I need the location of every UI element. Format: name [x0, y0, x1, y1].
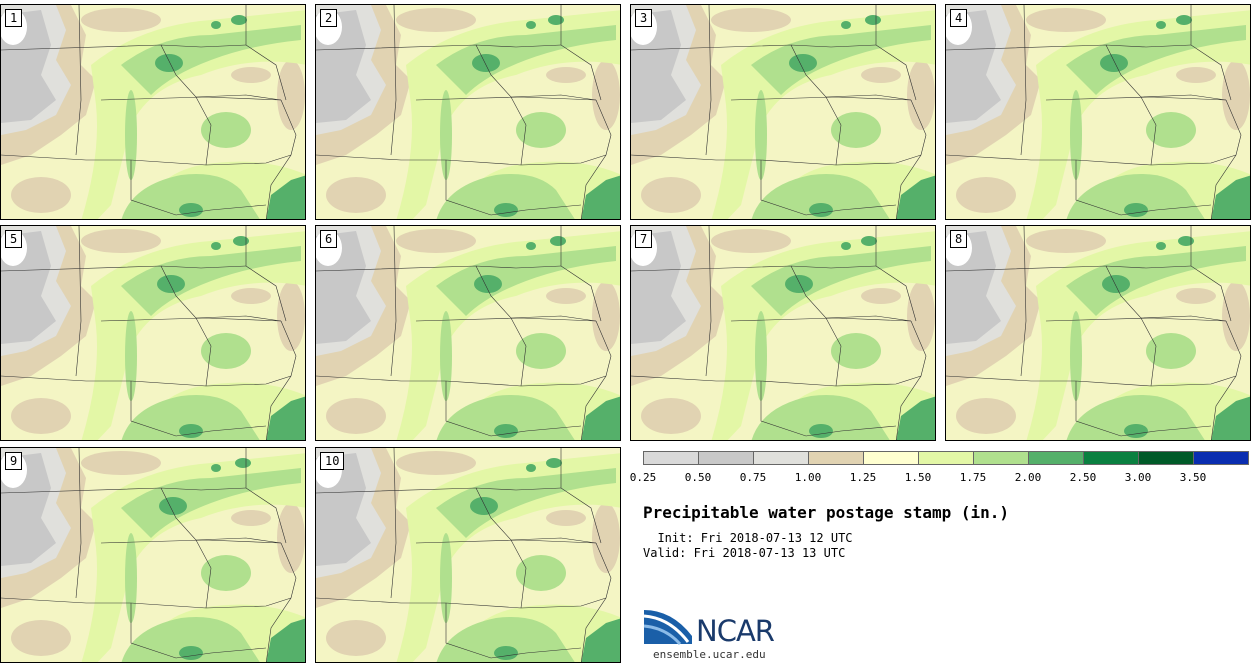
legend-tick-label: 2.00	[1014, 471, 1042, 484]
member-number: 6	[320, 230, 338, 248]
legend-swatch	[753, 451, 809, 465]
member-number: 2	[320, 9, 338, 27]
init-time: Init: Fri 2018-07-13 12 UTC	[643, 531, 853, 545]
map-panel: 5	[0, 225, 306, 441]
precipitable-water-map	[316, 5, 620, 219]
legend-tick-label: 1.25	[849, 471, 877, 484]
legend-tick-label: 0.25	[629, 471, 657, 484]
map-panel: 8	[945, 225, 1251, 441]
map-panel: 10	[315, 447, 621, 663]
precipitable-water-map	[631, 5, 935, 219]
precipitable-water-map	[946, 5, 1250, 219]
legend-tick-label: 3.00	[1124, 471, 1152, 484]
legend-swatch	[808, 451, 864, 465]
legend-swatch	[973, 451, 1029, 465]
legend-swatch	[863, 451, 919, 465]
legend-tick-label: 0.75	[739, 471, 767, 484]
valid-time: Valid: Fri 2018-07-13 13 UTC	[643, 546, 846, 560]
member-number: 8	[950, 230, 968, 248]
legend-swatch	[643, 451, 699, 465]
map-panel: 2	[315, 4, 621, 220]
legend-swatch	[1138, 451, 1194, 465]
ncar-logo-text: NCAR	[696, 614, 775, 648]
legend-tick-label: 1.75	[959, 471, 987, 484]
precipitable-water-map	[1, 5, 305, 219]
member-number: 3	[635, 9, 653, 27]
legend-tick-label: 0.50	[684, 471, 712, 484]
member-number: 7	[635, 230, 653, 248]
map-panel: 4	[945, 4, 1251, 220]
legend-swatch	[918, 451, 974, 465]
precipitable-water-map	[316, 226, 620, 440]
map-panel: 9	[0, 447, 306, 663]
legend-swatch	[1193, 451, 1249, 465]
legend-tick-label: 3.50	[1179, 471, 1207, 484]
legend-swatch	[1083, 451, 1139, 465]
member-number: 1	[5, 9, 23, 27]
legend-swatch	[1028, 451, 1084, 465]
chart-title: Precipitable water postage stamp (in.)	[643, 503, 1010, 522]
color-scale-legend: 0.25 0.50 0.75 1.00 1.25 1.50 1.75 2.00 2.50 3.00…	[630, 451, 1249, 485]
precipitable-water-map	[316, 448, 620, 662]
precipitable-water-map	[1, 226, 305, 440]
member-number: 5	[5, 230, 23, 248]
member-number: 10	[320, 452, 345, 470]
legend-tick-label: 1.00	[794, 471, 822, 484]
map-panel: 6	[315, 225, 621, 441]
map-panel: 3	[630, 4, 936, 220]
map-panel: 1	[0, 4, 306, 220]
legend-tick-label: 1.50	[904, 471, 932, 484]
ncar-logo-icon	[643, 610, 692, 646]
precipitable-water-map	[1, 448, 305, 662]
site-url: ensemble.ucar.edu	[653, 648, 766, 661]
precipitable-water-map	[631, 226, 935, 440]
member-number: 4	[950, 9, 968, 27]
precipitable-water-map	[946, 226, 1250, 440]
legend-swatch	[698, 451, 754, 465]
map-panel: 7	[630, 225, 936, 441]
legend-tick-label: 2.50	[1069, 471, 1097, 484]
member-number: 9	[5, 452, 23, 470]
